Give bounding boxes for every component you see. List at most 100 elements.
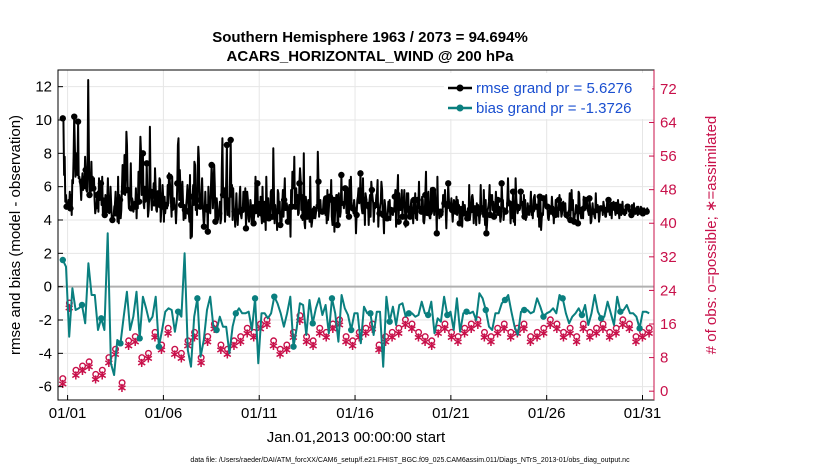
chart-subtitle: ACARS_HORIZONTAL_WIND @ 200 hPa [227,48,515,65]
obs-possible-marker [507,328,515,336]
rmse-point [391,193,398,200]
y2-tick-label: 40 [660,215,677,232]
rmse-point [258,210,265,217]
rmse-point [456,220,463,227]
obs-possible-marker [441,320,449,328]
y2-tick-label: 72 [660,81,677,98]
rmse-point [479,205,486,212]
rmse-point [349,205,357,212]
obs-assimilated-marker: ∗ [176,352,187,367]
y-axis-label: rmse and bias (model - observation) [7,115,24,355]
bias-point [328,295,336,302]
rmse-point [59,115,66,122]
rmse-point [559,201,566,209]
bias-point [309,320,316,327]
rmse-point [86,191,93,199]
obs-assimilated-marker: ∗ [314,326,325,341]
obs-assimilated-marker: ∗ [301,335,312,350]
obs-assimilated-marker: ∗ [150,331,161,346]
obs-possible-marker [553,320,561,328]
rmse-point [273,208,280,215]
rmse-point [154,190,162,197]
rmse-point [208,161,215,169]
obs-possible-marker [448,328,456,336]
obs-assimilated-marker: ∗ [308,339,319,354]
rmse-point [261,203,269,210]
rmse-point [296,180,303,187]
y2-axis-label: # of obs: o=possible; ∗=assimilated [703,116,720,355]
obs-assimilated-marker: ∗ [525,335,536,350]
bias-point [136,335,143,342]
obs-assimilated-marker: ∗ [407,322,418,337]
obs-assimilated-marker: ∗ [380,335,391,350]
rmse-point [353,211,360,219]
rmse-point [509,188,517,195]
rmse-point [513,203,521,210]
obs-possible-marker [79,362,87,370]
obs-possible-marker [480,328,488,336]
rmse-point [361,196,368,204]
obs-possible-marker [428,337,436,345]
y-tick-label: -6 [39,379,52,396]
obs-possible-marker [500,320,508,328]
rmse-point [162,201,170,209]
x-tick-label: 01/16 [336,405,374,422]
obs-assimilated-marker: ∗ [538,326,549,341]
obs-assimilated-marker: ∗ [262,318,273,333]
bias-point [117,340,124,347]
obs-possible-marker [85,358,93,366]
obs-assimilated-marker: ∗ [453,335,464,350]
rmse-point [578,206,585,214]
x-tick-label: 01/01 [49,405,87,422]
obs-possible-marker [92,370,100,378]
obs-assimilated-marker: ∗ [598,322,609,337]
rmse-point [204,228,212,235]
obs-possible-marker [421,333,429,341]
rmse-point [383,215,391,222]
rmse-point [406,213,414,220]
bias-point [78,301,86,309]
rmse-point [219,191,227,199]
obs-assimilated-marker: ∗ [459,326,470,341]
bias-point [367,310,374,317]
obs-assimilated-marker: ∗ [387,331,398,346]
bias-point [98,315,105,322]
rmse-point [399,213,406,220]
rmse-point [387,206,395,214]
obs-assimilated-marker: ∗ [400,318,411,333]
rmse-point [364,201,372,209]
rmse-point [170,203,177,210]
obs-assimilated-marker: ∗ [479,331,490,346]
bias-line [61,232,650,376]
obs-possible-marker [316,324,324,332]
rmse-point [521,213,528,220]
rmse-point [151,200,158,207]
obs-possible-marker [276,345,284,353]
obs-assimilated-marker: ∗ [242,326,253,341]
rmse-point [246,210,253,217]
obs-possible-marker [296,312,304,320]
obs-assimilated-marker: ∗ [466,322,477,337]
obs-possible-marker [118,379,126,387]
obs-assimilated-marker: ∗ [611,326,622,341]
obs-assimilated-marker: ∗ [123,339,134,354]
rmse-point [284,218,292,225]
obs-assimilated-marker: ∗ [156,343,167,358]
obs-assimilated-marker: ∗ [420,335,431,350]
rmse-point [212,218,219,225]
rmse-point [425,210,433,217]
rmse-point [574,220,582,227]
obs-assimilated-marker: ∗ [393,326,404,341]
rmse-point [555,196,563,204]
y2-tick-label: 32 [660,249,677,266]
rmse-point [254,180,261,187]
obs-possible-marker [388,328,396,336]
obs-assimilated-marker: ∗ [169,347,180,362]
rmse-point [139,150,147,157]
rmse-point [341,185,349,192]
obs-assimilated-marker: ∗ [235,335,246,350]
rmse-point [280,196,288,204]
obs-possible-marker [560,328,568,336]
rmse-point [193,196,200,204]
